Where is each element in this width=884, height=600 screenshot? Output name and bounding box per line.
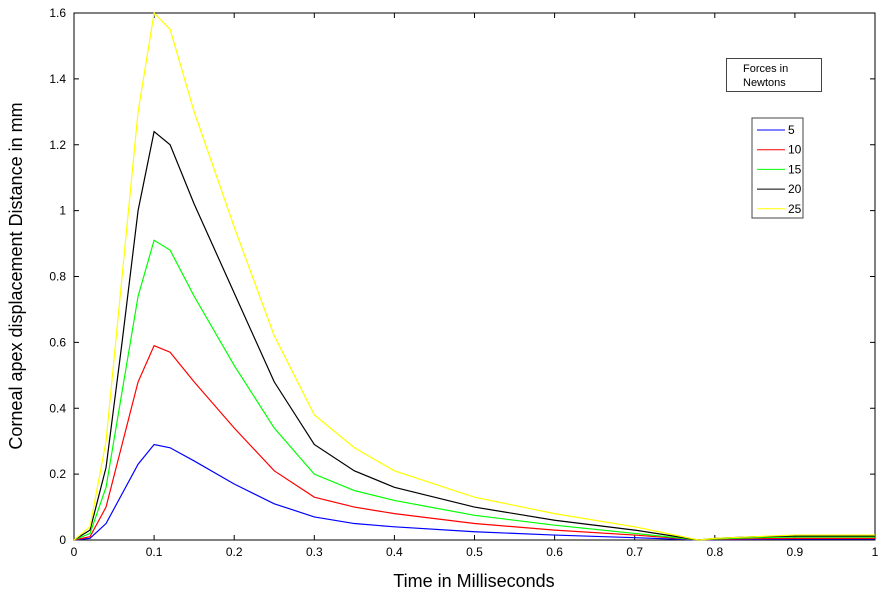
y-tick-label: 0.2	[49, 467, 66, 481]
x-tick-label: 0.2	[226, 545, 243, 559]
x-tick-label: 0.6	[546, 545, 563, 559]
x-tick-label: 0.9	[787, 545, 804, 559]
y-tick-label: 1.4	[49, 72, 66, 86]
x-tick-label: 1	[872, 545, 879, 559]
legend-label: 25	[788, 202, 802, 216]
legend-label: 15	[788, 162, 802, 176]
series-line	[73, 11, 875, 541]
y-tick-label: 1.6	[49, 6, 66, 20]
x-tick-label: 0.7	[626, 545, 643, 559]
x-tick-label: 0.5	[466, 545, 483, 559]
y-tick-label: 0.6	[49, 335, 66, 349]
x-tick-label: 0.3	[306, 545, 323, 559]
y-tick-label: 1.2	[49, 138, 66, 152]
x-tick-label: 0.1	[146, 545, 163, 559]
legend-title: Forces in Newtons	[726, 58, 822, 92]
y-tick-label: 1	[59, 204, 66, 218]
x-tick-label: 0.8	[706, 545, 723, 559]
y-axis-title: Corneal apex displacement Distance in mm	[6, 102, 26, 449]
x-axis-title: Time in Milliseconds	[393, 571, 554, 591]
x-tick-label: 0.4	[386, 545, 403, 559]
y-tick-label: 0.8	[49, 270, 66, 284]
legend-label: 10	[788, 143, 802, 157]
legend-box	[751, 117, 804, 219]
y-tick-label: 0.4	[49, 401, 66, 415]
x-tick-label: 0	[71, 545, 78, 559]
y-tick-label: 0	[59, 533, 66, 547]
legend-label: 5	[788, 123, 795, 137]
legend-label: 20	[788, 182, 802, 196]
plot-area	[73, 12, 876, 541]
